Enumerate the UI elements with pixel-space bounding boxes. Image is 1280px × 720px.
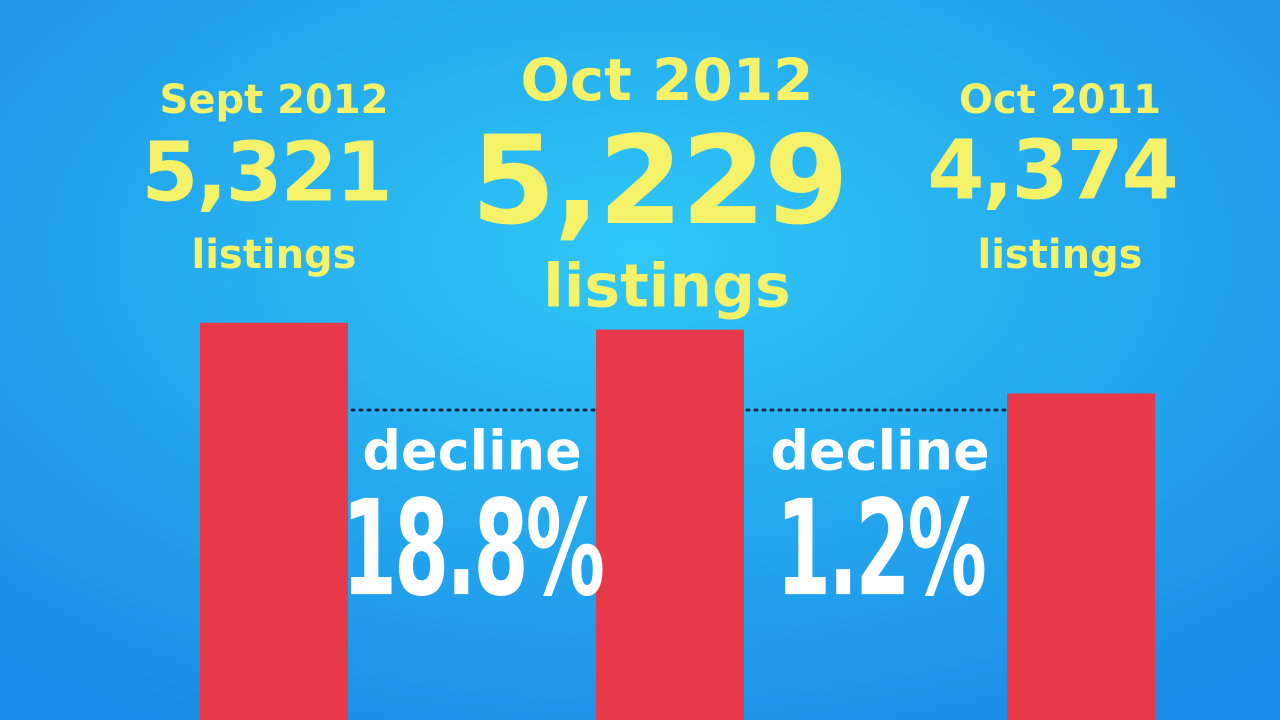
value-label: 5,321 bbox=[141, 125, 390, 220]
value-label: 4,374 bbox=[927, 123, 1176, 218]
annotation-value: 18.8% bbox=[342, 472, 603, 626]
category-label: Sept 2012 bbox=[160, 77, 389, 123]
category-label: Oct 2011 bbox=[959, 77, 1161, 123]
bar bbox=[1007, 393, 1155, 720]
unit-label: listings bbox=[978, 232, 1143, 278]
annotation-value: 1.2% bbox=[776, 472, 985, 626]
category-label: Oct 2012 bbox=[520, 46, 813, 114]
value-label: 5,229 bbox=[471, 110, 847, 252]
unit-label: listings bbox=[543, 252, 790, 322]
annotation-text: decline bbox=[362, 420, 581, 483]
bar bbox=[200, 322, 348, 720]
annotation-text: decline bbox=[770, 420, 989, 483]
unit-label: listings bbox=[192, 232, 357, 278]
bar bbox=[596, 329, 744, 720]
